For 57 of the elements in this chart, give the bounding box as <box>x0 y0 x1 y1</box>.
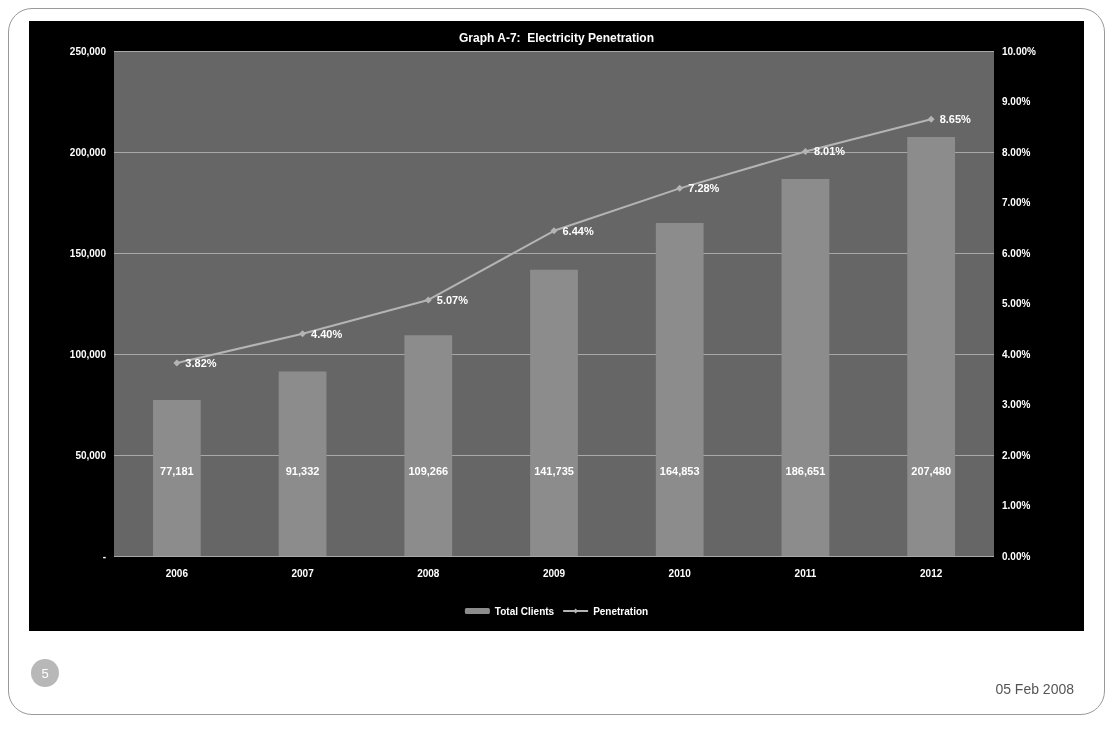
text: 05 Feb 2008 <box>995 681 1074 697</box>
data-label: 5.07% <box>436 293 469 306</box>
y-tick-label: 150,000 <box>69 247 107 259</box>
data-label: 8.01% <box>813 145 846 158</box>
data-label: 3.82% <box>185 357 217 370</box>
legend-label: Penetration <box>593 605 649 617</box>
data-label: 77,181 <box>160 464 194 477</box>
point <box>801 147 809 155</box>
point <box>927 115 935 123</box>
x-tick-label: 2011 <box>794 567 817 579</box>
x-tick-label: 2008 <box>417 567 440 579</box>
bar <box>152 400 201 556</box>
point <box>173 359 181 367</box>
y2-tick-label: 1.00% <box>1002 500 1031 511</box>
point <box>299 330 307 338</box>
point <box>550 227 558 235</box>
data-label: 164,853 <box>659 464 700 477</box>
y-tick-label: 250,000 <box>69 45 107 57</box>
data-label: 186,651 <box>785 464 826 477</box>
x-tick-label: 2012 <box>920 567 943 579</box>
data-label: 91,332 <box>285 464 320 477</box>
legend-label: Total Clients <box>494 605 555 617</box>
y2-tick-label: 8.00% <box>1002 146 1031 158</box>
y-tick-label: 50,000 <box>75 449 107 461</box>
y2-tick-label: 0.00% <box>1002 550 1031 562</box>
bar <box>278 371 327 556</box>
x-tick-label: 2007 <box>291 567 315 579</box>
y2-tick-label: 9.00% <box>1002 96 1031 107</box>
chart-title: Graph A-7: Electricity Penetration <box>459 31 654 45</box>
bar <box>907 136 956 556</box>
y2-tick-label: 6.00% <box>1002 247 1031 259</box>
y-tick-label: 100,000 <box>69 348 107 360</box>
data-label: 8.65% <box>939 113 972 126</box>
page-number-badge: 5 <box>31 659 59 687</box>
data-label: 109,266 <box>408 464 449 477</box>
x-tick-label: 2010 <box>668 567 692 579</box>
data-label: 7.28% <box>688 182 720 195</box>
bar <box>404 335 453 556</box>
data-label: 4.40% <box>311 327 343 340</box>
y2-tick-label: 3.00% <box>1002 399 1031 410</box>
point <box>424 296 432 304</box>
y2-tick-label: 7.00% <box>1002 197 1031 208</box>
bar <box>530 269 578 556</box>
y-tick-label: - <box>102 550 106 562</box>
bar <box>655 223 704 556</box>
point <box>676 184 684 192</box>
y2-tick-label: 10.00% <box>1002 45 1037 57</box>
y2-tick-label: 4.00% <box>1002 348 1031 360</box>
x-tick-label: 2006 <box>165 567 189 579</box>
y-tick-label: 200,000 <box>69 146 107 158</box>
x-tick-label: 2009 <box>542 567 566 579</box>
y2-tick-label: 5.00% <box>1002 298 1031 309</box>
bar <box>781 178 830 556</box>
y2-tick-label: 2.00% <box>1002 449 1031 461</box>
data-label: 207,480 <box>911 464 952 477</box>
data-label: 6.44% <box>562 224 594 237</box>
data-label: 141,735 <box>534 464 574 477</box>
